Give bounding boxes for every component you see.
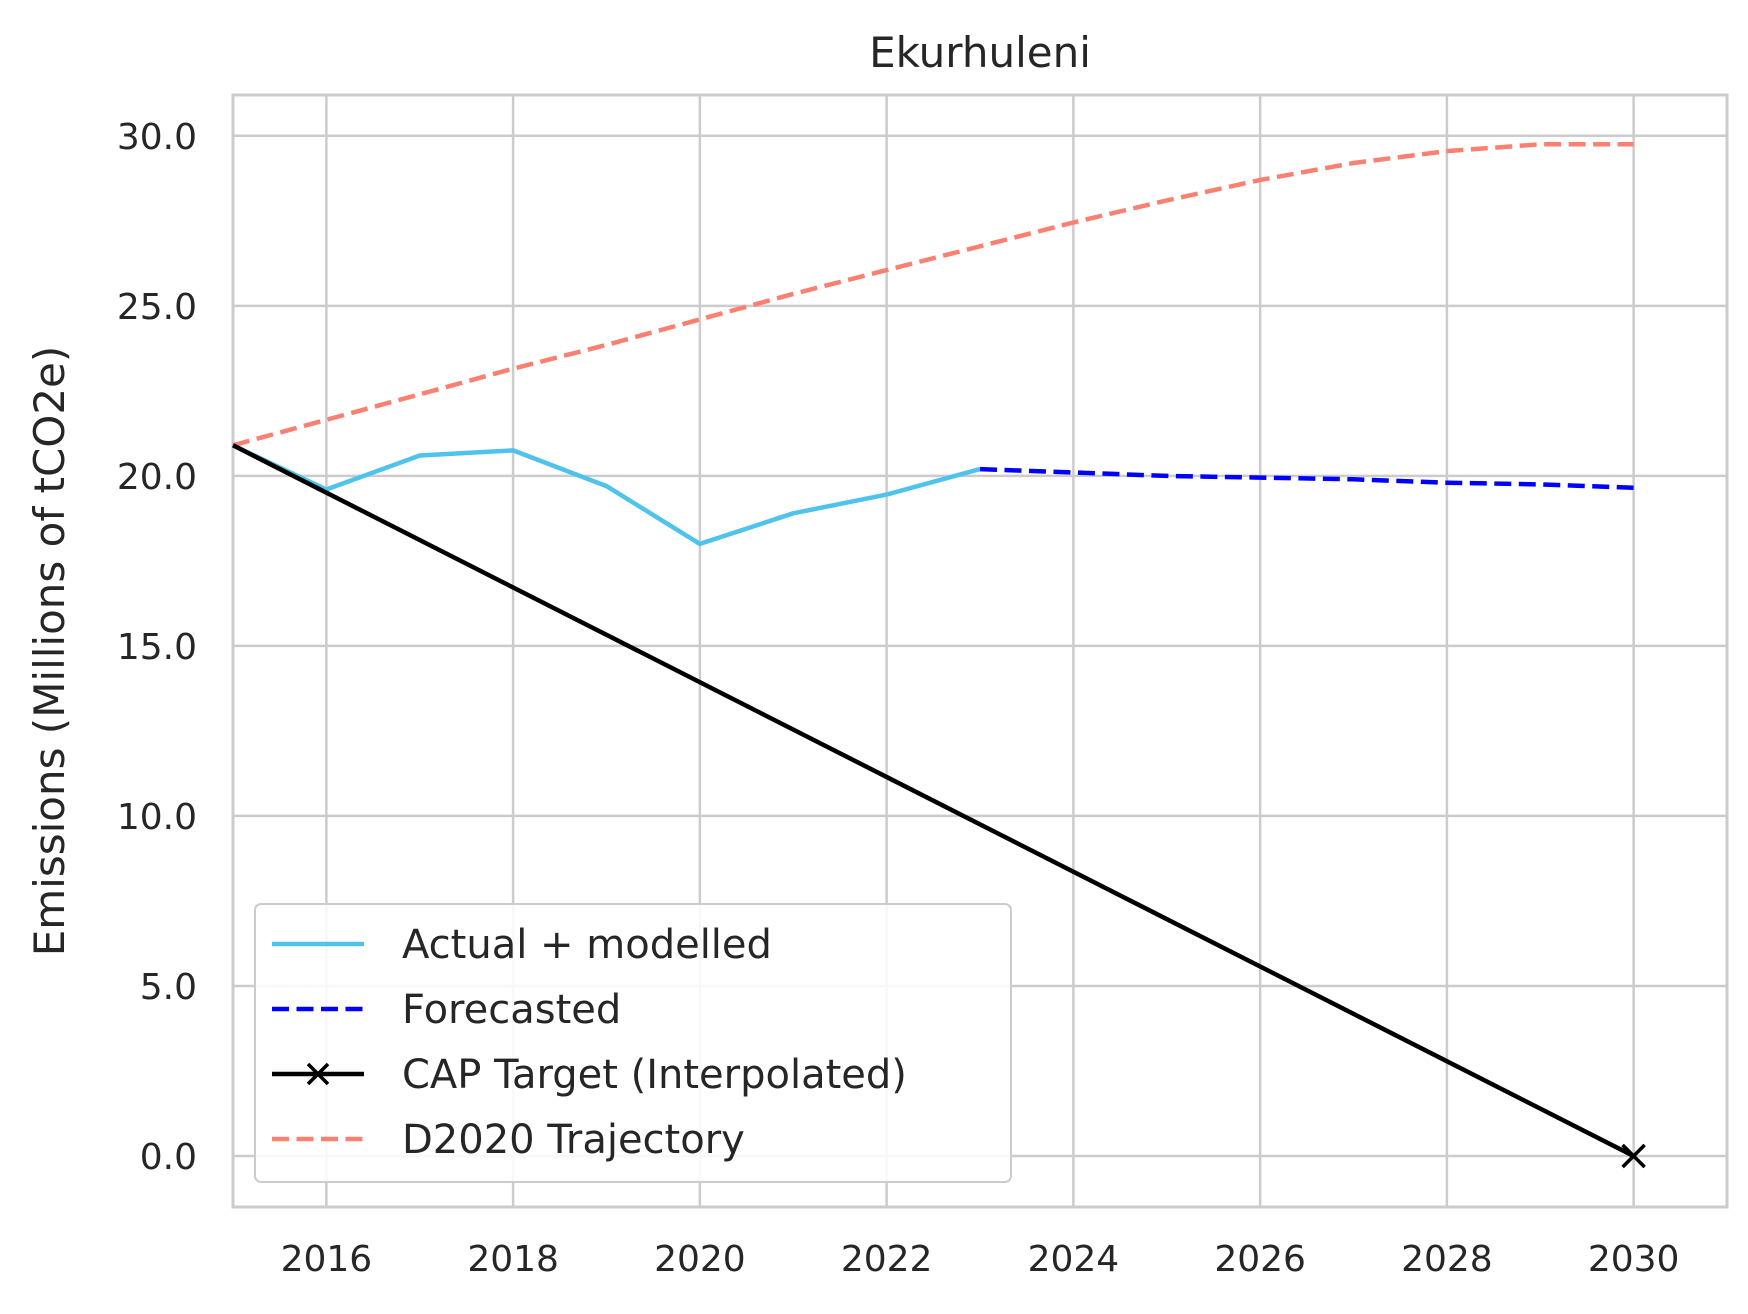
series-layer xyxy=(231,142,1646,1169)
legend-label: Forecasted xyxy=(402,987,621,1033)
series-line-2 xyxy=(231,443,1635,1159)
legend-box xyxy=(254,903,1012,1183)
x-tick-label: 2022 xyxy=(841,1239,933,1280)
x-tick-label: 2028 xyxy=(1401,1239,1493,1280)
legend-label: Actual + modelled xyxy=(402,922,772,968)
series-line-3 xyxy=(232,142,1634,448)
y-tick-label: 20.0 xyxy=(117,457,197,498)
y-tick-label: 30.0 xyxy=(117,117,197,158)
y-tick-label: 15.0 xyxy=(117,627,197,668)
x-tick-label: 2018 xyxy=(467,1239,559,1280)
y-tick-label: 0.0 xyxy=(140,1137,197,1178)
series-line-1 xyxy=(979,466,1634,491)
series-line-0 xyxy=(232,443,981,547)
legend-items: Actual + modelled Forecasted CAP Target (I… xyxy=(272,922,907,1163)
legend-marker xyxy=(306,1062,330,1086)
legend-label: CAP Target (Interpolated) xyxy=(402,1052,907,1098)
y-tick-label: 5.0 xyxy=(140,967,197,1008)
legend: Actual + modelled Forecasted CAP Target (I… xyxy=(254,903,1012,1183)
plot-frame xyxy=(231,93,1729,1209)
chart-title: Ekurhuleni xyxy=(869,28,1091,77)
series-end-marker xyxy=(1621,1143,1646,1169)
legend-label: D2020 Trajectory xyxy=(402,1117,745,1163)
x-tick-label: 2016 xyxy=(281,1239,373,1280)
x-tick-label: 2020 xyxy=(654,1239,746,1280)
y-axis-label: Emissions (Millions of tCO2e) xyxy=(25,346,74,957)
x-tick-labels: 2016 2018 2020 2022 2024 2026 2028 2030 xyxy=(281,1239,1680,1280)
y-tick-labels: 0.0 5.0 10.0 15.0 20.0 25.0 30.0 xyxy=(117,117,197,1178)
y-tick-label: 25.0 xyxy=(117,287,197,328)
x-tick-label: 2024 xyxy=(1028,1239,1120,1280)
y-tick-label: 10.0 xyxy=(117,797,197,838)
x-tick-label: 2030 xyxy=(1588,1239,1680,1280)
x-tick-label: 2026 xyxy=(1214,1239,1306,1280)
